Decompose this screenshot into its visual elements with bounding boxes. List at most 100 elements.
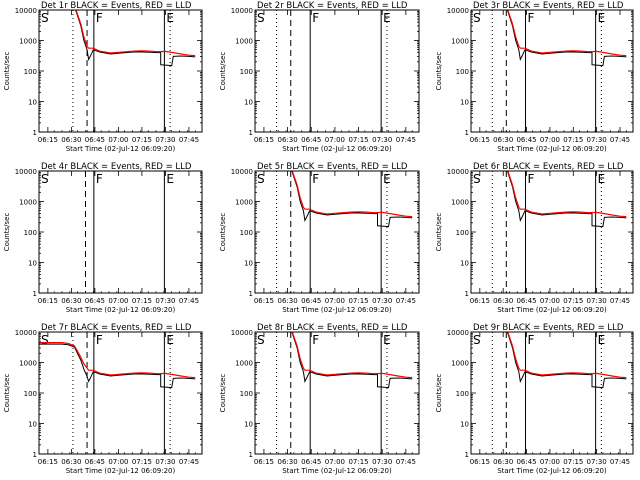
series-line-lld <box>507 171 627 218</box>
x-tick-label: 06:30 <box>493 136 513 144</box>
x-tick-label: 06:45 <box>516 458 536 466</box>
plot-frame <box>254 331 420 455</box>
y-tick-label: 100 <box>240 229 253 237</box>
series-group <box>291 332 413 389</box>
x-tick-label: 07:30 <box>372 458 392 466</box>
marker-f: F <box>96 333 103 347</box>
series-group <box>39 342 196 389</box>
y-tick-label: 100 <box>240 68 253 76</box>
series-line-events <box>291 332 413 389</box>
marker-s: S <box>41 333 49 347</box>
y-axis-label: Counts/sec <box>3 374 11 413</box>
chart-title: Det 9r BLACK = Events, RED = LLD <box>473 323 624 333</box>
y-tick-label: 1000 <box>235 38 253 46</box>
series-line-lld <box>291 171 413 218</box>
x-tick-label: 07:45 <box>610 297 630 305</box>
chart-panel-2: Det 2r BLACK = Events, RED = LLD Counts/s… <box>219 1 420 153</box>
marker-e: E <box>166 11 174 25</box>
y-axis-label: Counts/sec <box>435 213 443 252</box>
x-tick-label: 07:15 <box>132 136 152 144</box>
y-tick-label: 10000 <box>231 7 253 15</box>
chart-panel-3: Det 3r BLACK = Events, RED = LLD Counts/s… <box>435 1 634 153</box>
x-tick-label: 07:30 <box>155 136 175 144</box>
chart-title: Det 7r BLACK = Events, RED = LLD <box>41 323 192 333</box>
x-tick-label: 07:15 <box>563 136 583 144</box>
series-line-events <box>75 10 196 67</box>
x-axis-label: Start Time (02-Jul-12 06:09:20) <box>497 145 607 153</box>
y-tick-label: 10 <box>28 99 37 107</box>
marker-f: F <box>312 333 319 347</box>
x-tick-label: 06:15 <box>254 136 274 144</box>
x-tick-label: 07:00 <box>540 136 560 144</box>
y-tick-label: 10000 <box>447 329 469 337</box>
x-axis-label: Start Time (02-Jul-12 06:09:20) <box>66 145 176 153</box>
chart-panel-6: Det 6r BLACK = Events, RED = LLD Counts/s… <box>435 162 634 314</box>
plot-frame <box>38 170 203 294</box>
series-line-lld <box>507 332 627 379</box>
x-tick-label: 06:45 <box>85 297 105 305</box>
x-tick-label: 07:30 <box>155 297 175 305</box>
marker-e: E <box>166 172 174 186</box>
x-axis-label: Start Time (02-Jul-12 06:09:20) <box>66 467 176 475</box>
y-tick-label: 10000 <box>447 7 469 15</box>
plot-frame <box>38 331 203 455</box>
y-tick-label: 1 <box>249 290 253 298</box>
series-group <box>506 10 627 67</box>
x-tick-label: 06:45 <box>301 458 321 466</box>
x-tick-label: 07:15 <box>563 297 583 305</box>
chart-title: Det 2r BLACK = Events, RED = LLD <box>257 1 408 11</box>
x-tick-label: 06:30 <box>277 136 297 144</box>
series-line-lld <box>75 10 196 57</box>
x-tick-label: 06:45 <box>301 297 321 305</box>
y-tick-label: 10 <box>244 260 253 268</box>
marker-s: S <box>473 11 481 25</box>
chart-title: Det 6r BLACK = Events, RED = LLD <box>473 162 624 172</box>
x-tick-label: 07:45 <box>179 458 199 466</box>
x-tick-label: 06:15 <box>470 297 490 305</box>
x-tick-label: 07:30 <box>372 136 392 144</box>
x-tick-label: 06:45 <box>516 136 536 144</box>
y-tick-label: 1000 <box>19 360 37 368</box>
x-tick-label: 07:00 <box>108 297 128 305</box>
marker-f: F <box>312 172 319 186</box>
x-axis-label: Start Time (02-Jul-12 06:09:20) <box>282 306 392 314</box>
y-tick-label: 10 <box>244 99 253 107</box>
y-tick-label: 10000 <box>15 7 37 15</box>
x-tick-label: 07:00 <box>540 297 560 305</box>
chart-panel-5: Det 5r BLACK = Events, RED = LLD Counts/s… <box>219 162 420 314</box>
y-tick-label: 10 <box>460 260 469 268</box>
y-tick-label: 10000 <box>15 329 37 337</box>
y-tick-label: 100 <box>24 229 37 237</box>
y-axis-label: Counts/sec <box>435 374 443 413</box>
marker-s: S <box>473 172 481 186</box>
y-axis-label: Counts/sec <box>3 213 11 252</box>
marker-f: F <box>312 11 319 25</box>
x-tick-label: 06:15 <box>38 458 58 466</box>
marker-e: E <box>598 333 606 347</box>
y-tick-label: 10 <box>244 421 253 429</box>
y-tick-label: 1000 <box>19 199 37 207</box>
marker-e: E <box>598 11 606 25</box>
marker-s: S <box>473 333 481 347</box>
x-axis-label: Start Time (02-Jul-12 06:09:20) <box>282 145 392 153</box>
x-tick-label: 07:45 <box>179 297 199 305</box>
x-tick-label: 07:30 <box>587 136 607 144</box>
x-tick-label: 06:30 <box>61 297 81 305</box>
series-group <box>291 171 413 228</box>
y-tick-label: 100 <box>240 390 253 398</box>
marker-f: F <box>528 172 535 186</box>
x-tick-label: 07:15 <box>348 136 368 144</box>
x-tick-label: 07:30 <box>587 458 607 466</box>
y-axis-label: Counts/sec <box>3 52 11 91</box>
y-tick-label: 10000 <box>231 168 253 176</box>
x-tick-label: 07:45 <box>610 458 630 466</box>
x-tick-label: 07:30 <box>155 458 175 466</box>
y-axis-label: Counts/sec <box>435 52 443 91</box>
y-tick-label: 1 <box>33 290 37 298</box>
marker-e: E <box>383 11 391 25</box>
marker-s: S <box>257 172 265 186</box>
series-group <box>506 332 627 389</box>
x-tick-label: 06:45 <box>85 458 105 466</box>
y-tick-label: 1000 <box>235 360 253 368</box>
y-axis-label: Counts/sec <box>219 213 227 252</box>
